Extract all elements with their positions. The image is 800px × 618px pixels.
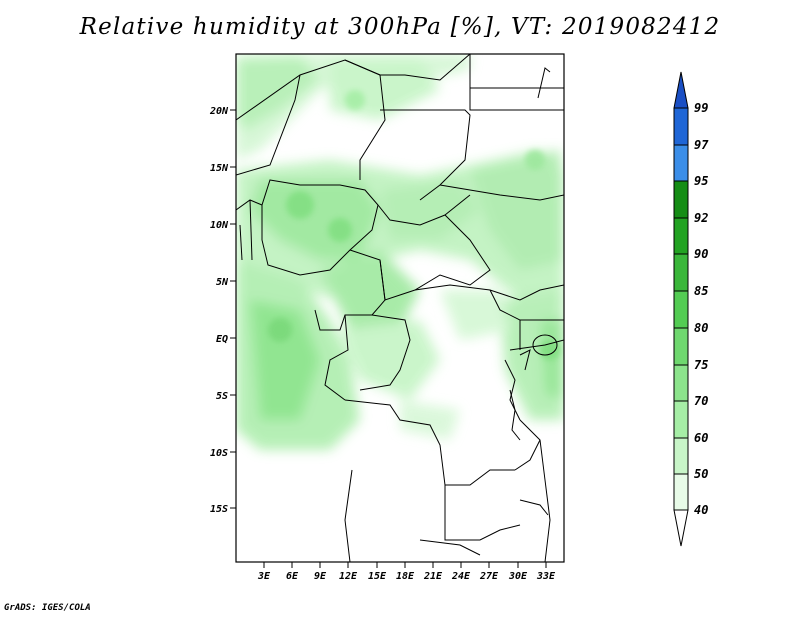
lon-tick-label: 18E — [396, 571, 415, 582]
colorbar-segment — [673, 144, 689, 182]
lon-tick-label: 9E — [314, 571, 327, 582]
colorbar-label: 70 — [694, 394, 708, 408]
colorbar-segment — [673, 107, 689, 146]
lat-tick-label: 5S — [216, 391, 228, 402]
colorbar-label: 50 — [694, 467, 708, 481]
lon-axis: 3E 6E 9E 12E 15E 18E 21E 24E 27E 30E 33E — [257, 562, 556, 582]
lat-axis: 20N 15N 10N 5N EQ 5S 10S 15S — [209, 106, 236, 515]
lon-tick-label: 33E — [536, 571, 556, 582]
colorbar-label: 40 — [694, 503, 708, 517]
colorbar-segment — [673, 327, 689, 366]
lat-tick-label: 10S — [210, 448, 228, 459]
colorbar-segment — [673, 180, 689, 219]
lat-tick-label: 10N — [210, 220, 229, 231]
lon-tick-label: 3E — [257, 571, 271, 582]
lon-tick-label: 30E — [508, 571, 528, 582]
colorbar-segment — [673, 290, 689, 329]
colorbar-segment — [673, 473, 689, 511]
colorbar-segment — [673, 437, 689, 475]
colorbar: 40 50 60 70 75 80 85 90 92 95 97 99 — [673, 71, 709, 547]
country-borders — [236, 54, 564, 562]
colorbar-label: 99 — [694, 101, 708, 115]
lat-tick-label: EQ — [216, 334, 228, 345]
colorbar-high-arrow — [673, 71, 689, 109]
colorbar-segment — [673, 217, 689, 255]
colorbar-label: 92 — [694, 211, 708, 225]
colorbar-label: 95 — [694, 174, 708, 188]
colorbar-label: 80 — [694, 321, 708, 335]
colorbar-segment — [673, 253, 689, 292]
lon-tick-label: 27E — [479, 571, 499, 582]
lat-tick-label: 15N — [210, 163, 229, 174]
lon-tick-label: 6E — [286, 571, 299, 582]
lat-tick-label: 15S — [210, 504, 228, 515]
lon-tick-label: 21E — [423, 571, 443, 582]
colorbar-segment — [673, 400, 689, 439]
lat-tick-label: 5N — [216, 277, 229, 288]
lat-tick-label: 20N — [209, 106, 229, 117]
colorbar-label: 97 — [694, 138, 709, 152]
colorbar-label: 60 — [694, 431, 708, 445]
colorbar-label: 85 — [694, 284, 708, 298]
lon-tick-label: 12E — [339, 571, 358, 582]
grads-credit: GrADS: IGES/COLA — [4, 603, 91, 613]
map-title: Relative humidity at 300hPa [%], VT: 201… — [79, 14, 721, 40]
map-frame — [235, 53, 565, 563]
colorbar-low-arrow — [673, 509, 689, 547]
lon-tick-label: 24E — [451, 571, 471, 582]
humidity-shading — [236, 54, 564, 562]
colorbar-segment — [673, 364, 689, 402]
colorbar-label: 90 — [694, 247, 708, 261]
lon-tick-label: 15E — [368, 571, 387, 582]
colorbar-label: 75 — [694, 358, 708, 372]
